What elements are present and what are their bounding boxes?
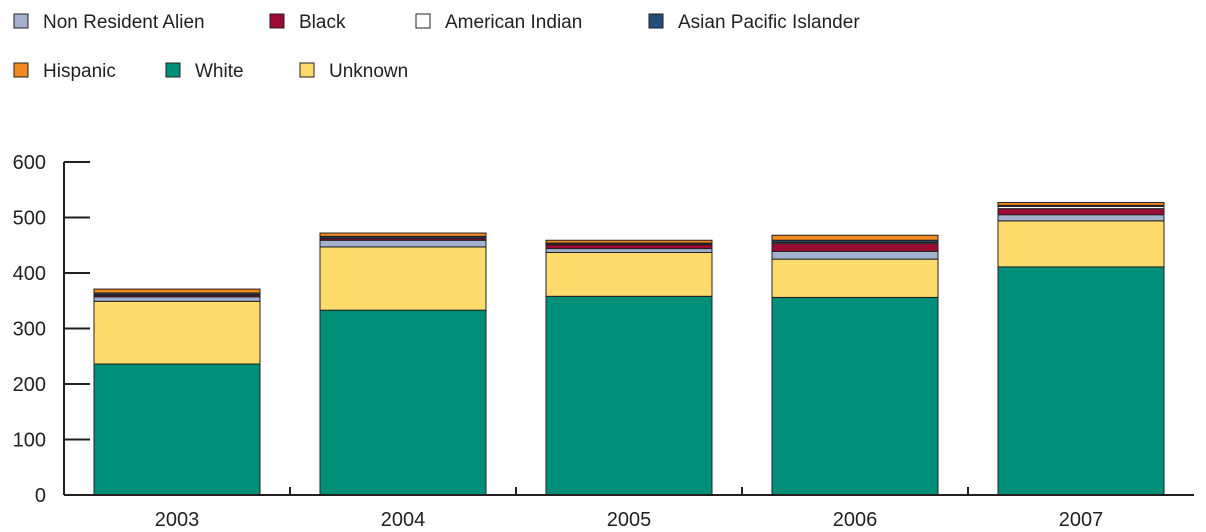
bar-segment-unknown-2004 bbox=[319, 246, 487, 311]
plot-area bbox=[93, 202, 1165, 496]
legend-swatch bbox=[415, 13, 431, 29]
y-tick-label: 300 bbox=[13, 319, 46, 341]
legend-item-white: White bbox=[165, 61, 244, 82]
legend-swatch bbox=[13, 62, 29, 78]
x-tick-label: 2007 bbox=[1059, 509, 1104, 531]
y-tick-label: 600 bbox=[13, 152, 46, 174]
x-tick-label: 2006 bbox=[833, 509, 878, 531]
x-tick-label: 2003 bbox=[155, 509, 200, 531]
bar-segment-white-2003 bbox=[93, 363, 261, 496]
bar-segment-white-2004 bbox=[319, 309, 487, 496]
bar-segment-non-resident-alien-2003 bbox=[93, 296, 261, 302]
bar-segment-unknown-2006 bbox=[771, 258, 939, 298]
bar-segment-black-2007 bbox=[997, 208, 1165, 216]
bar-segment-hispanic-2004 bbox=[319, 232, 487, 237]
bar-segment-non-resident-alien-2007 bbox=[997, 214, 1165, 222]
bar-segment-white-2006 bbox=[771, 296, 939, 496]
legend-item-non-resident-alien: Non Resident Alien bbox=[13, 12, 205, 33]
legend-item-hispanic: Hispanic bbox=[13, 61, 116, 82]
legend-label: Unknown bbox=[329, 61, 408, 82]
bar-segment-non-resident-alien-2006 bbox=[771, 250, 939, 260]
y-tick-label: 500 bbox=[13, 208, 46, 230]
axes: 0 100 200 300 400 500 600 2003 2004 2005 2006 2007 bbox=[13, 152, 1194, 531]
legend-swatch bbox=[13, 13, 29, 29]
legend-swatch bbox=[269, 13, 285, 29]
bar-segment-hispanic-2005 bbox=[545, 239, 713, 244]
legend-swatch bbox=[299, 62, 315, 78]
legend-label: White bbox=[195, 61, 244, 82]
bar-segment-white-2007 bbox=[997, 266, 1165, 496]
bar-segment-hispanic-2003 bbox=[93, 288, 261, 294]
bar-segment-non-resident-alien-2004 bbox=[319, 239, 487, 248]
legend-label: Asian Pacific Islander bbox=[678, 12, 860, 33]
bar-segment-non-resident-alien-2005 bbox=[545, 248, 713, 253]
legend-item-asian-pacific-islander: Asian Pacific Islander bbox=[648, 12, 860, 33]
bar-segment-unknown-2005 bbox=[545, 251, 713, 297]
bar-segment-black-2005 bbox=[545, 244, 713, 250]
legend-item-unknown: Unknown bbox=[299, 61, 408, 82]
y-tick-label: 100 bbox=[13, 430, 46, 452]
bar-segment-hispanic-2007 bbox=[997, 202, 1165, 206]
legend: Non Resident Alien Black American Indian As… bbox=[13, 12, 860, 82]
legend-label: American Indian bbox=[445, 12, 582, 33]
bar-segment-white-2005 bbox=[545, 295, 713, 496]
legend-swatch bbox=[165, 62, 181, 78]
y-tick-label: 400 bbox=[13, 263, 46, 285]
legend-label: Hispanic bbox=[43, 61, 116, 82]
legend-swatch bbox=[648, 13, 664, 29]
x-tick-label: 2005 bbox=[607, 509, 652, 531]
legend-label: Non Resident Alien bbox=[43, 12, 205, 33]
bar-segment-black-2006 bbox=[771, 243, 939, 252]
y-tick-label: 200 bbox=[13, 374, 46, 396]
legend-label: Black bbox=[299, 12, 346, 33]
legend-item-american-indian: American Indian bbox=[415, 12, 582, 33]
bar-segment-hispanic-2006 bbox=[771, 234, 939, 241]
bar-segment-unknown-2007 bbox=[997, 220, 1165, 268]
x-tick-label: 2004 bbox=[381, 509, 426, 531]
y-tick-label: 0 bbox=[35, 485, 46, 507]
legend-item-black: Black bbox=[269, 12, 346, 33]
bar-segment-unknown-2003 bbox=[93, 300, 261, 365]
